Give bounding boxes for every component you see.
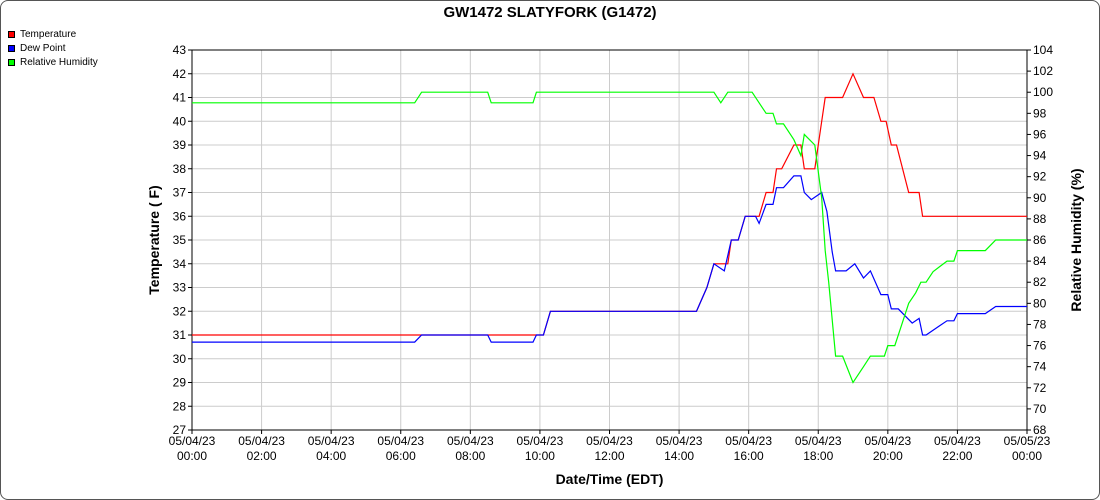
y2-tick-label: 98: [1033, 106, 1047, 120]
y2-tick-label: 96: [1033, 127, 1047, 141]
x-tick-label-date: 05/04/23: [169, 434, 216, 448]
y-tick-label: 27: [173, 423, 187, 437]
y-tick-label: 28: [173, 399, 187, 413]
x-tick-label-time: 06:00: [386, 449, 416, 463]
legend-label-dew-point: Dew Point: [20, 42, 66, 54]
x-tick-label-date: 05/04/23: [586, 434, 633, 448]
x-tick-label-time: 14:00: [664, 449, 694, 463]
y-tick-label: 40: [173, 114, 187, 128]
x-tick-label-time: 04:00: [316, 449, 346, 463]
legend-label-relative-humidity: Relative Humidity: [20, 56, 98, 68]
y2-tick-label: 90: [1033, 191, 1047, 205]
y2-tick-label: 68: [1033, 423, 1047, 437]
y2-tick-label: 86: [1033, 233, 1047, 247]
y2-tick-label: 78: [1033, 317, 1047, 331]
y-tick-label: 33: [173, 281, 187, 295]
series: [192, 72, 1027, 384]
y2-tick-label: 92: [1033, 170, 1047, 184]
y-tick-label: 30: [173, 352, 187, 366]
y-tick-label: 43: [173, 43, 187, 57]
x-tick-label-time: 18:00: [803, 449, 833, 463]
y2-tick-label: 80: [1033, 296, 1047, 310]
legend-entry-dew-point: Dew Point: [8, 41, 98, 55]
legend-entry-temperature: Temperature: [8, 27, 98, 41]
x-tick-label-date: 05/04/23: [238, 434, 285, 448]
y-tick-label: 37: [173, 186, 187, 200]
x-tick-label-time: 10:00: [525, 449, 555, 463]
series-line-temperature: [192, 72, 1027, 336]
y2-tick-label: 76: [1033, 339, 1047, 353]
y2-tick-label: 94: [1033, 149, 1047, 163]
y2-axis-label: Relative Humidity (%): [1068, 168, 1084, 311]
legend-entry-relative-humidity: Relative Humidity: [8, 55, 98, 69]
y-tick-label: 29: [173, 376, 187, 390]
y2-tick-label: 72: [1033, 381, 1047, 395]
chart-title: GW1472 SLATYFORK (G1472): [443, 4, 657, 21]
x-tick-label-date: 05/04/23: [725, 434, 772, 448]
legend-swatch-temperature: [8, 30, 15, 38]
y-tick-label: 34: [173, 257, 187, 271]
x-tick-label-date: 05/04/23: [517, 434, 564, 448]
series-line-relative-humidity: [192, 91, 1027, 384]
x-tick-label-date: 05/04/23: [864, 434, 911, 448]
y-tick-label: 31: [173, 328, 187, 342]
x-tick-label-time: 20:00: [873, 449, 903, 463]
x-tick-label-time: 22:00: [942, 449, 972, 463]
x-tick-label-date: 05/04/23: [377, 434, 424, 448]
x-tick-label-time: 00:00: [1012, 449, 1042, 463]
y2-tick-label: 88: [1033, 212, 1047, 226]
x-tick-label-date: 05/04/23: [934, 434, 981, 448]
x-tick-label-time: 00:00: [177, 449, 207, 463]
y-tick-label: 32: [173, 304, 187, 318]
x-tick-label-time: 02:00: [247, 449, 277, 463]
y2-tick-label: 74: [1033, 360, 1047, 374]
y-tick-label: 36: [173, 209, 187, 223]
x-tick-label-time: 16:00: [734, 449, 764, 463]
x-tick-label-time: 12:00: [594, 449, 624, 463]
y2-tick-label: 104: [1033, 43, 1053, 57]
y-axis-label: Temperature ( F): [146, 185, 162, 294]
legend: Temperature Dew Point Relative Humidity: [8, 27, 98, 69]
y2-tick-label: 82: [1033, 275, 1047, 289]
x-tick-label-time: 08:00: [455, 449, 485, 463]
legend-label-temperature: Temperature: [20, 28, 77, 40]
x-axis-label: Date/Time (EDT): [556, 471, 664, 487]
y-tick-label: 42: [173, 67, 187, 81]
y-tick-label: 41: [173, 91, 187, 105]
axes: 27 28 29 30 31 32 33 34 35 36 37 38 39 40 41 42 43 68 70 72…: [169, 43, 1054, 463]
x-tick-label-date: 05/04/23: [656, 434, 703, 448]
y-tick-label: 39: [173, 138, 187, 152]
x-tick-label-date: 05/04/23: [795, 434, 842, 448]
legend-swatch-dew-point: [8, 44, 15, 52]
legend-swatch-relative-humidity: [8, 58, 15, 66]
x-tick-label-date: 05/05/23: [1004, 434, 1051, 448]
x-tick-label-date: 05/04/23: [447, 434, 494, 448]
y2-tick-label: 100: [1033, 85, 1053, 99]
y-tick-label: 35: [173, 233, 187, 247]
x-tick-label-date: 05/04/23: [308, 434, 355, 448]
y2-tick-label: 102: [1033, 64, 1053, 78]
y2-tick-label: 84: [1033, 254, 1047, 268]
y-tick-label: 38: [173, 162, 187, 176]
y2-tick-label: 70: [1033, 402, 1047, 416]
grid: [191, 49, 1028, 431]
series-line-dew-point: [192, 175, 1027, 343]
